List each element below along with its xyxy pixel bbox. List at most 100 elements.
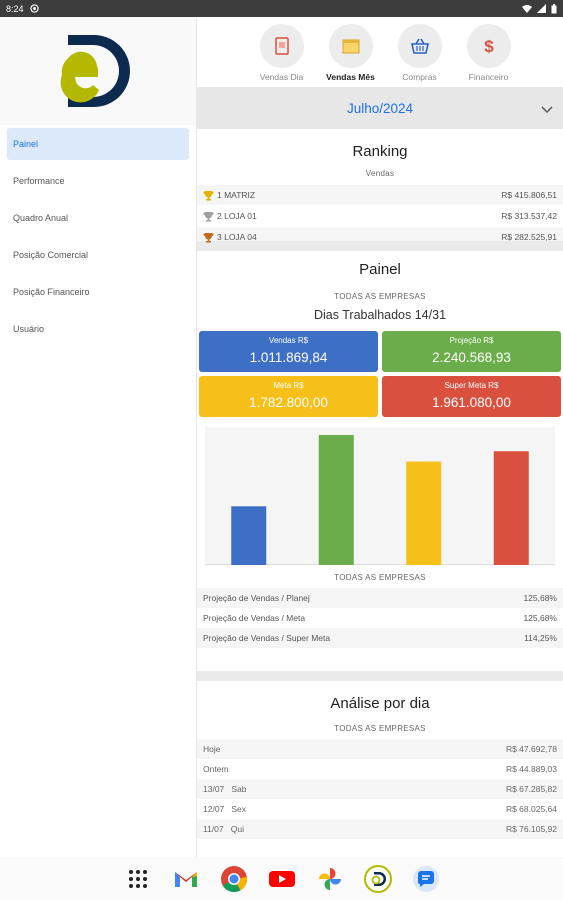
ranking-title: Ranking [352, 143, 408, 160]
tile-meta: Meta R$ 1.782.800,00 [199, 376, 378, 417]
day-row: 11/07 Qui R$ 76.105,92 [197, 819, 563, 839]
signal-icon [537, 4, 546, 13]
chart-bar-4 [493, 451, 529, 565]
metric-row: Projeção de Vendas / Planej 125,68% [197, 588, 563, 608]
divider [197, 241, 563, 251]
sidebar-item-painel[interactable]: Painel [7, 128, 189, 160]
metric-value: 125,68% [523, 593, 557, 603]
day-value: R$ 76.105,92 [505, 824, 557, 834]
tab-vendas-dia[interactable]: Vendas Dia [253, 17, 311, 87]
metric-label: Projeção de Vendas / Meta [203, 613, 306, 623]
day-value: R$ 44.889,03 [505, 764, 557, 774]
bar-chart-svg [205, 435, 555, 565]
analise-list: Hoje R$ 47.692,78 Ontem R$ 44.889,03 13/… [197, 739, 563, 839]
metric-label: Projeção de Vendas / Planej [203, 593, 310, 603]
tile-super-meta: Super Meta R$ 1.961.080,00 [382, 376, 561, 417]
sidebar-item-performance[interactable]: Performance [13, 176, 65, 186]
divider [197, 671, 563, 681]
tab-label: Vendas Dia [259, 72, 304, 82]
bar-chart [205, 427, 555, 565]
messages-icon[interactable] [411, 864, 441, 894]
wifi-icon [522, 4, 532, 13]
chart-bar-2 [318, 435, 354, 565]
painel-title: Painel [359, 261, 401, 278]
sidebar-menu: Painel Performance Quadro Anual Posição … [0, 125, 196, 345]
day-label: 11/07 Qui [203, 824, 244, 834]
tile-projecao: Projeção R$ 2.240.568,93 [382, 331, 561, 372]
tile-label: Super Meta R$ [444, 381, 499, 390]
metric-row: Projeção de Vendas / Super Meta 114,25% [197, 628, 563, 648]
tile-value: 1.011.869,84 [249, 350, 328, 365]
trophy-gold-icon [203, 190, 214, 201]
app-logo [0, 17, 196, 125]
day-row: 12/07 Sex R$ 68.025,64 [197, 799, 563, 819]
day-row: Ontem R$ 44.889,03 [197, 759, 563, 779]
gmail-icon[interactable] [171, 864, 201, 894]
tile-value: 2.240.568,93 [432, 350, 511, 365]
day-row: 13/07 Sab R$ 67.285,82 [197, 779, 563, 799]
day-value: R$ 67.285,82 [505, 784, 557, 794]
tab-label: Vendas Mês [326, 72, 375, 82]
month-selector[interactable]: Julho/2024 [197, 87, 563, 129]
ranking-value: R$ 282.525,91 [501, 232, 557, 242]
main-content: Vendas Dia Vendas Mês Compras $ Financei… [197, 17, 563, 857]
ranking-row: 1 MATRIZ R$ 415.806,51 [197, 185, 563, 205]
status-time: 8:24 [6, 3, 24, 14]
vendas-dia-icon [259, 24, 304, 68]
metric-value: 125,68% [523, 613, 557, 623]
ed-app-icon[interactable] [363, 864, 393, 894]
tile-label: Vendas R$ [268, 336, 309, 345]
tab-vendas-mes[interactable]: Vendas Mês [322, 17, 380, 87]
tab-financeiro[interactable]: $ Financeiro [460, 17, 518, 87]
month-label: Julho/2024 [346, 100, 414, 116]
ranking-row: 2 LOJA 01 R$ 313.537,42 [197, 206, 563, 226]
ranking-label: 3 LOJA 04 [217, 232, 257, 242]
day-row: Hoje R$ 47.692,78 [197, 739, 563, 759]
chart-bar-3 [406, 461, 442, 565]
ranking-card: Ranking Vendas 1 MATRIZ R$ 415.806,51 2 … [197, 129, 563, 247]
tab-label: Compras [402, 72, 437, 82]
svg-text:$: $ [484, 37, 494, 55]
app-grid-icon[interactable] [123, 864, 153, 894]
metric-row: Projeção de Vendas / Meta 125,68% [197, 608, 563, 628]
trophy-silver-icon [203, 211, 214, 222]
basket-icon [397, 24, 442, 68]
chevron-down-icon[interactable] [541, 101, 553, 119]
tile-label: Projeção R$ [449, 336, 494, 345]
summary-tiles: Vendas R$ 1.011.869,84 Projeção R$ 2.240… [197, 322, 563, 417]
day-value: R$ 68.025,64 [505, 804, 557, 814]
top-tabs: Vendas Dia Vendas Mês Compras $ Financei… [197, 17, 563, 87]
tile-value: 1.782.800,00 [249, 395, 328, 410]
day-label: Hoje [203, 744, 221, 754]
tab-label: Financeiro [468, 72, 509, 82]
status-bar: 8:24 [0, 0, 563, 17]
tab-compras[interactable]: Compras [391, 17, 449, 87]
dollar-icon: $ [466, 24, 511, 68]
tile-vendas: Vendas R$ 1.011.869,84 [199, 331, 378, 372]
sidebar: Painel Performance Quadro Anual Posição … [0, 17, 197, 857]
painel-card: Painel TODAS AS EMPRESAS Dias Trabalhado… [197, 251, 563, 671]
ranking-value: R$ 313.537,42 [501, 211, 557, 221]
ranking-list: 1 MATRIZ R$ 415.806,51 2 LOJA 01 R$ 313.… [197, 185, 563, 247]
analise-card: Análise por dia TODAS AS EMPRESAS Hoje R… [197, 681, 563, 857]
notification-icon [29, 4, 39, 13]
metrics-list: Projeção de Vendas / Planej 125,68% Proj… [197, 588, 563, 648]
tile-value: 1.961.080,00 [432, 395, 511, 410]
ranking-value: R$ 415.806,51 [501, 190, 557, 200]
youtube-icon[interactable] [267, 864, 297, 894]
sidebar-item-posicao-comercial[interactable]: Posição Comercial [13, 250, 89, 260]
day-label: 12/07 Sex [203, 804, 247, 814]
photos-icon[interactable] [315, 864, 345, 894]
painel-subtitle: TODAS AS EMPRESAS [334, 292, 426, 301]
chrome-icon[interactable] [219, 864, 249, 894]
analise-title: Análise por dia [330, 695, 430, 712]
ranking-label: 1 MATRIZ [217, 190, 256, 200]
calendar-icon [328, 24, 373, 68]
sidebar-item-usuario[interactable]: Usuário [13, 324, 45, 334]
analise-subtitle: TODAS AS EMPRESAS [334, 724, 426, 733]
sidebar-item-quadro-anual[interactable]: Quadro Anual [13, 213, 69, 223]
metric-label: Projeção de Vendas / Super Meta [203, 633, 331, 643]
sidebar-item-posicao-financeiro[interactable]: Posição Financeiro [13, 287, 90, 297]
ranking-subtitle: Vendas [365, 169, 395, 178]
day-value: R$ 47.692,78 [505, 744, 557, 754]
